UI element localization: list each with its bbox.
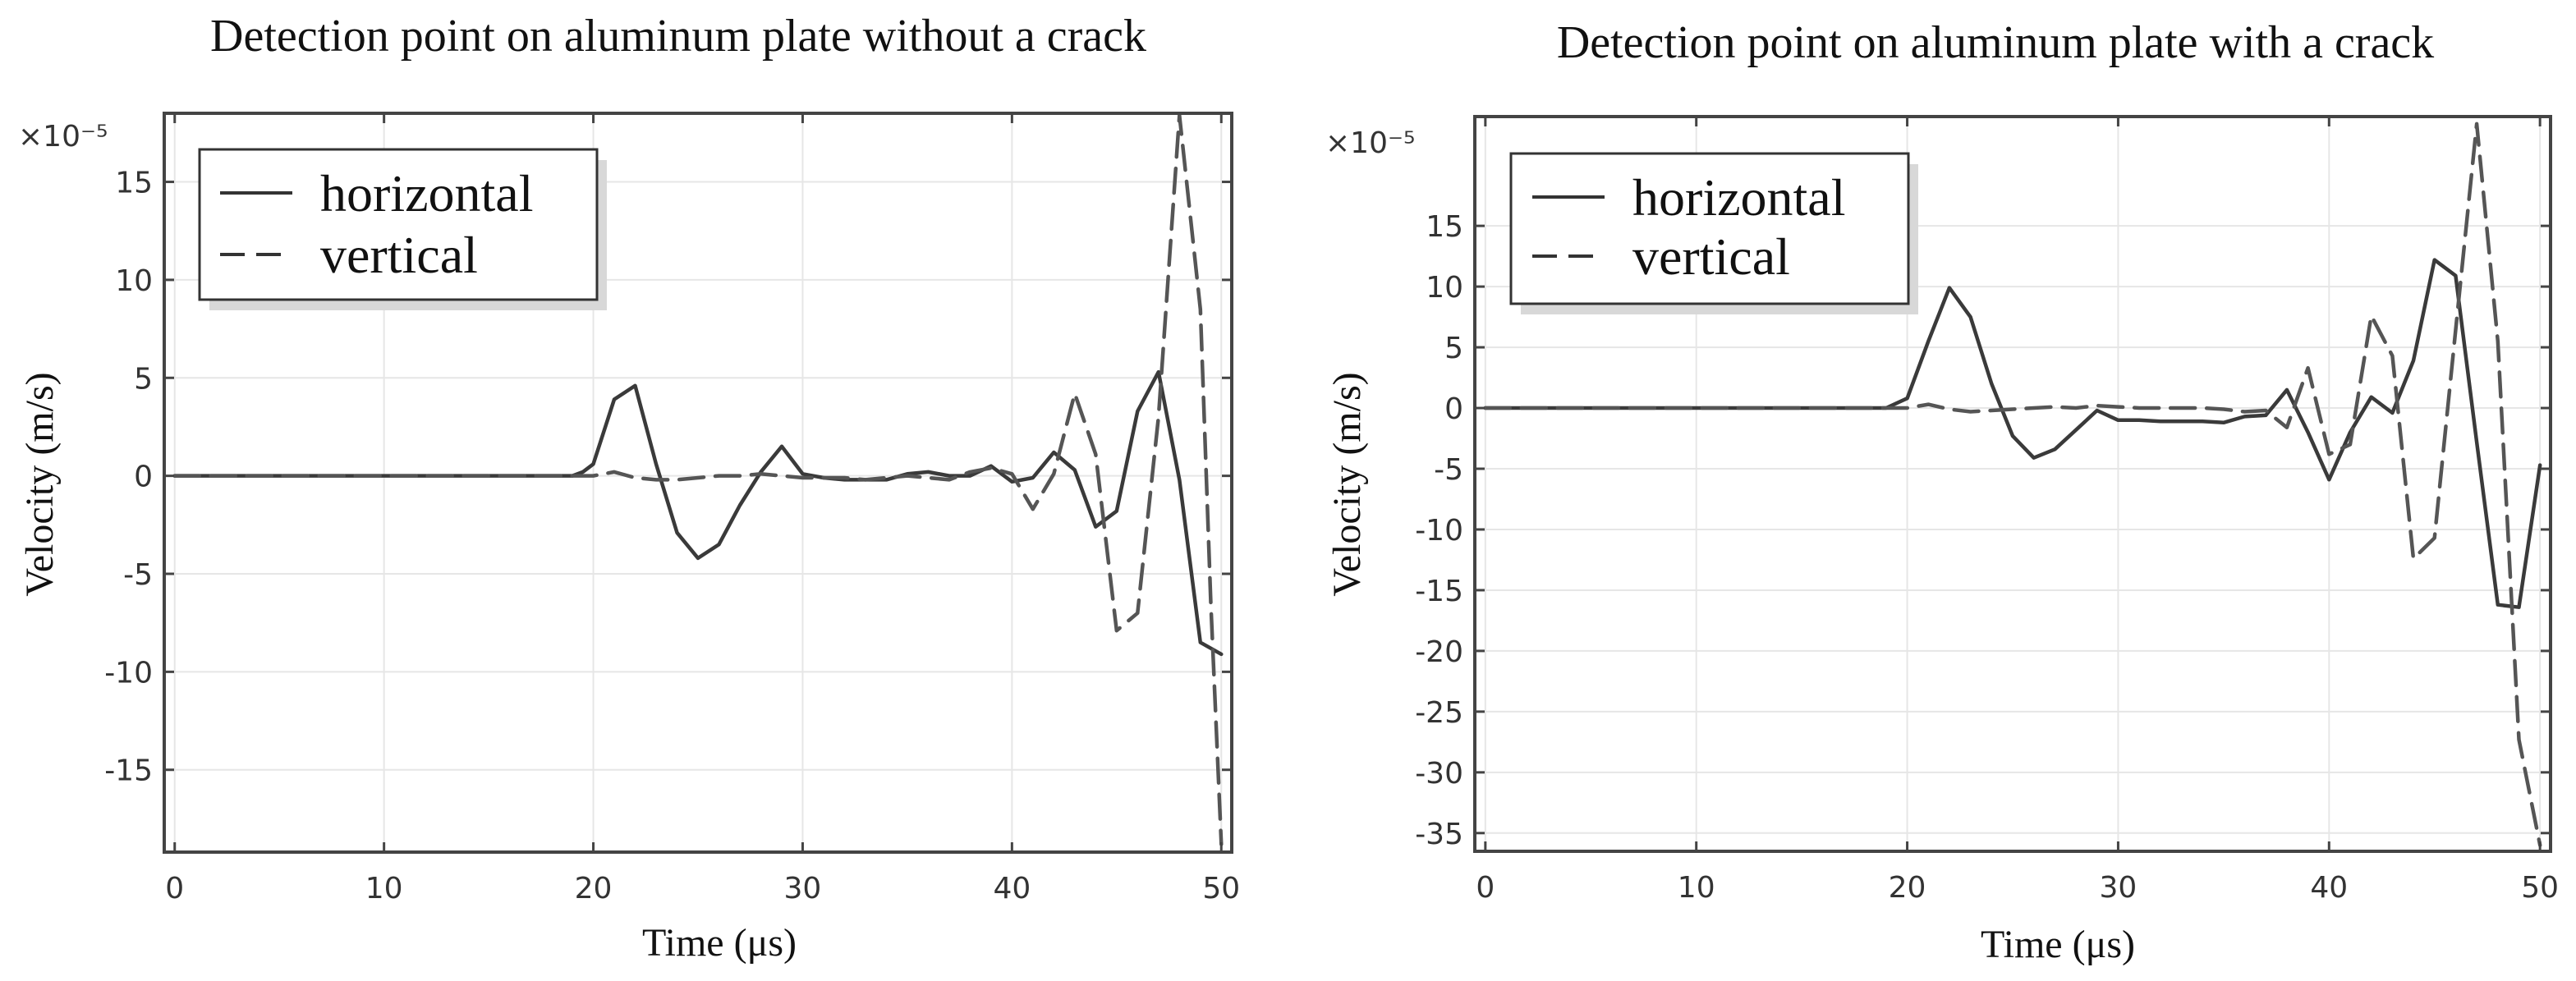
chart-title: Detection point on aluminum plate with a… <box>1557 17 2434 68</box>
legend-label-horizontal: horizontal <box>1632 168 1845 227</box>
series-line-vertical <box>172 113 1224 846</box>
y-tick-label: -10 <box>1415 514 1463 548</box>
y-tick-label: 15 <box>1426 210 1463 244</box>
y-tick-label: 10 <box>1426 271 1463 305</box>
legend: horizontal vertical <box>1509 152 1918 314</box>
x-tick-label: 20 <box>575 872 613 905</box>
y-tick-label: -10 <box>104 656 153 690</box>
axis-ticks: 0 10 20 30 40 50 -35 -30 -25 -20 -15 -10 -5 0 5 10 15 <box>1415 117 2559 905</box>
legend-label-horizontal: horizontal <box>320 164 533 222</box>
x-tick-label: 20 <box>1889 871 1926 905</box>
x-tick-label: 0 <box>165 872 184 905</box>
plot-frame <box>1473 115 2552 853</box>
y-scale-exponent: ×10⁻⁵ <box>18 120 108 154</box>
legend: horizontal vertical <box>198 148 607 310</box>
legend-box <box>1509 152 1910 305</box>
y-tick-label: -30 <box>1415 757 1463 791</box>
y-tick-label: -15 <box>1415 575 1463 608</box>
x-tick-label: 0 <box>1476 871 1495 905</box>
y-tick-label: 10 <box>115 264 153 298</box>
y-tick-label: 5 <box>134 362 153 396</box>
y-tick-label: 5 <box>1444 332 1463 365</box>
y-tick-label: -35 <box>1415 818 1463 851</box>
legend-label-vertical: vertical <box>1632 227 1790 286</box>
y-tick-label: -5 <box>123 558 153 592</box>
x-axis-label: Time (μs) <box>1981 923 2135 966</box>
x-tick-label: 10 <box>1678 871 1715 905</box>
series-line-vertical <box>1483 121 2542 847</box>
axis-ticks: 0 10 20 30 40 50 -15 -10 -5 0 5 10 15 <box>104 113 1240 905</box>
y-tick-label: -15 <box>104 754 153 788</box>
y-axis-label: Velocity (m/s) <box>18 372 62 596</box>
y-tick-label: 15 <box>115 167 153 200</box>
series-layer <box>1483 121 2542 847</box>
y-scale-exponent: ×10⁻⁵ <box>1325 126 1415 160</box>
y-tick-label: -25 <box>1415 696 1463 730</box>
x-tick-label: 50 <box>1202 872 1240 905</box>
x-tick-label: 30 <box>2100 871 2137 905</box>
x-tick-label: 40 <box>993 872 1031 905</box>
y-axis-label: Velocity (m/s) <box>1325 372 1369 596</box>
y-tick-label: 0 <box>1444 392 1463 426</box>
x-tick-label: 10 <box>365 872 403 905</box>
y-tick-label: -20 <box>1415 635 1463 669</box>
series-line-horizontal <box>1483 258 2542 609</box>
y-tick-label: 0 <box>134 461 153 494</box>
series-layer <box>172 113 1224 846</box>
x-tick-label: 30 <box>784 872 822 905</box>
chart-without-crack: Detection point on aluminum plate withou… <box>18 11 1240 965</box>
y-tick-label: -5 <box>1434 453 1463 487</box>
chart-title: Detection point on aluminum plate withou… <box>210 11 1146 62</box>
legend-box <box>198 148 599 301</box>
plot-frame <box>163 112 1233 854</box>
x-axis-label: Time (μs) <box>642 921 797 965</box>
x-tick-label: 50 <box>2521 871 2559 905</box>
x-tick-label: 40 <box>2310 871 2348 905</box>
legend-label-vertical: vertical <box>320 226 478 284</box>
chart-with-crack: Detection point on aluminum plate with a… <box>1325 17 2559 966</box>
